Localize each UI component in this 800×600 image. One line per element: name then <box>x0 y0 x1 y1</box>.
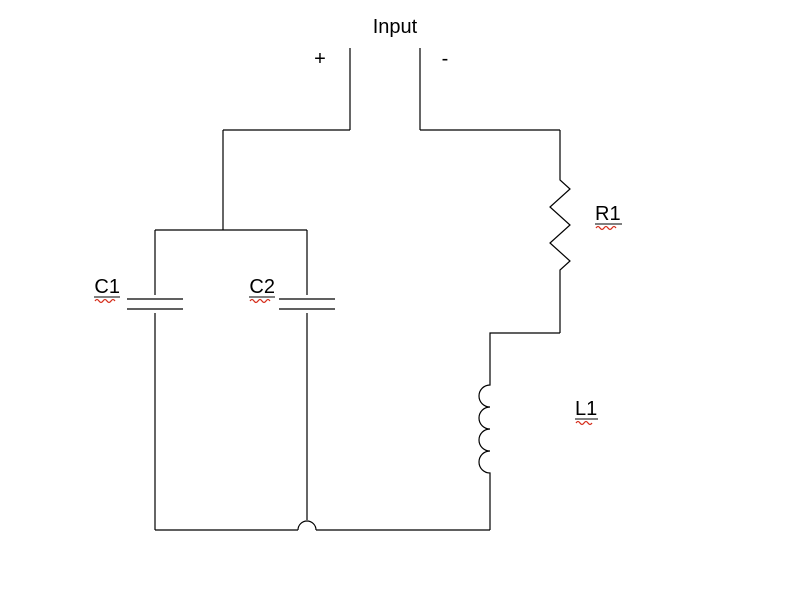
label-minus: - <box>442 48 449 70</box>
wires <box>155 48 560 530</box>
label-c2-squiggle <box>250 300 270 303</box>
label-l1-group: L1 <box>575 398 598 425</box>
wire <box>490 333 560 380</box>
wire-hop <box>298 521 316 530</box>
label-input: Input <box>373 16 418 38</box>
resistor-r1 <box>550 170 570 280</box>
label-r1-group: R1 <box>595 203 622 230</box>
label-c1: C1 <box>94 276 120 298</box>
labels: Input + - C1 C2 R1 L1 <box>94 16 622 425</box>
label-c2: C2 <box>249 276 275 298</box>
label-l1-squiggle <box>576 422 592 425</box>
label-c1-group: C1 <box>94 276 120 303</box>
label-c2-group: C2 <box>249 276 275 303</box>
label-c1-squiggle <box>95 300 115 303</box>
capacitor-c2 <box>279 299 335 309</box>
capacitor-c1 <box>127 299 183 309</box>
inductor-l1 <box>479 380 490 480</box>
label-plus: + <box>314 48 326 70</box>
label-r1-squiggle <box>596 227 616 230</box>
circuit-diagram: Input + - C1 C2 R1 L1 <box>0 0 800 600</box>
label-l1: L1 <box>575 398 597 420</box>
label-r1: R1 <box>595 203 621 225</box>
